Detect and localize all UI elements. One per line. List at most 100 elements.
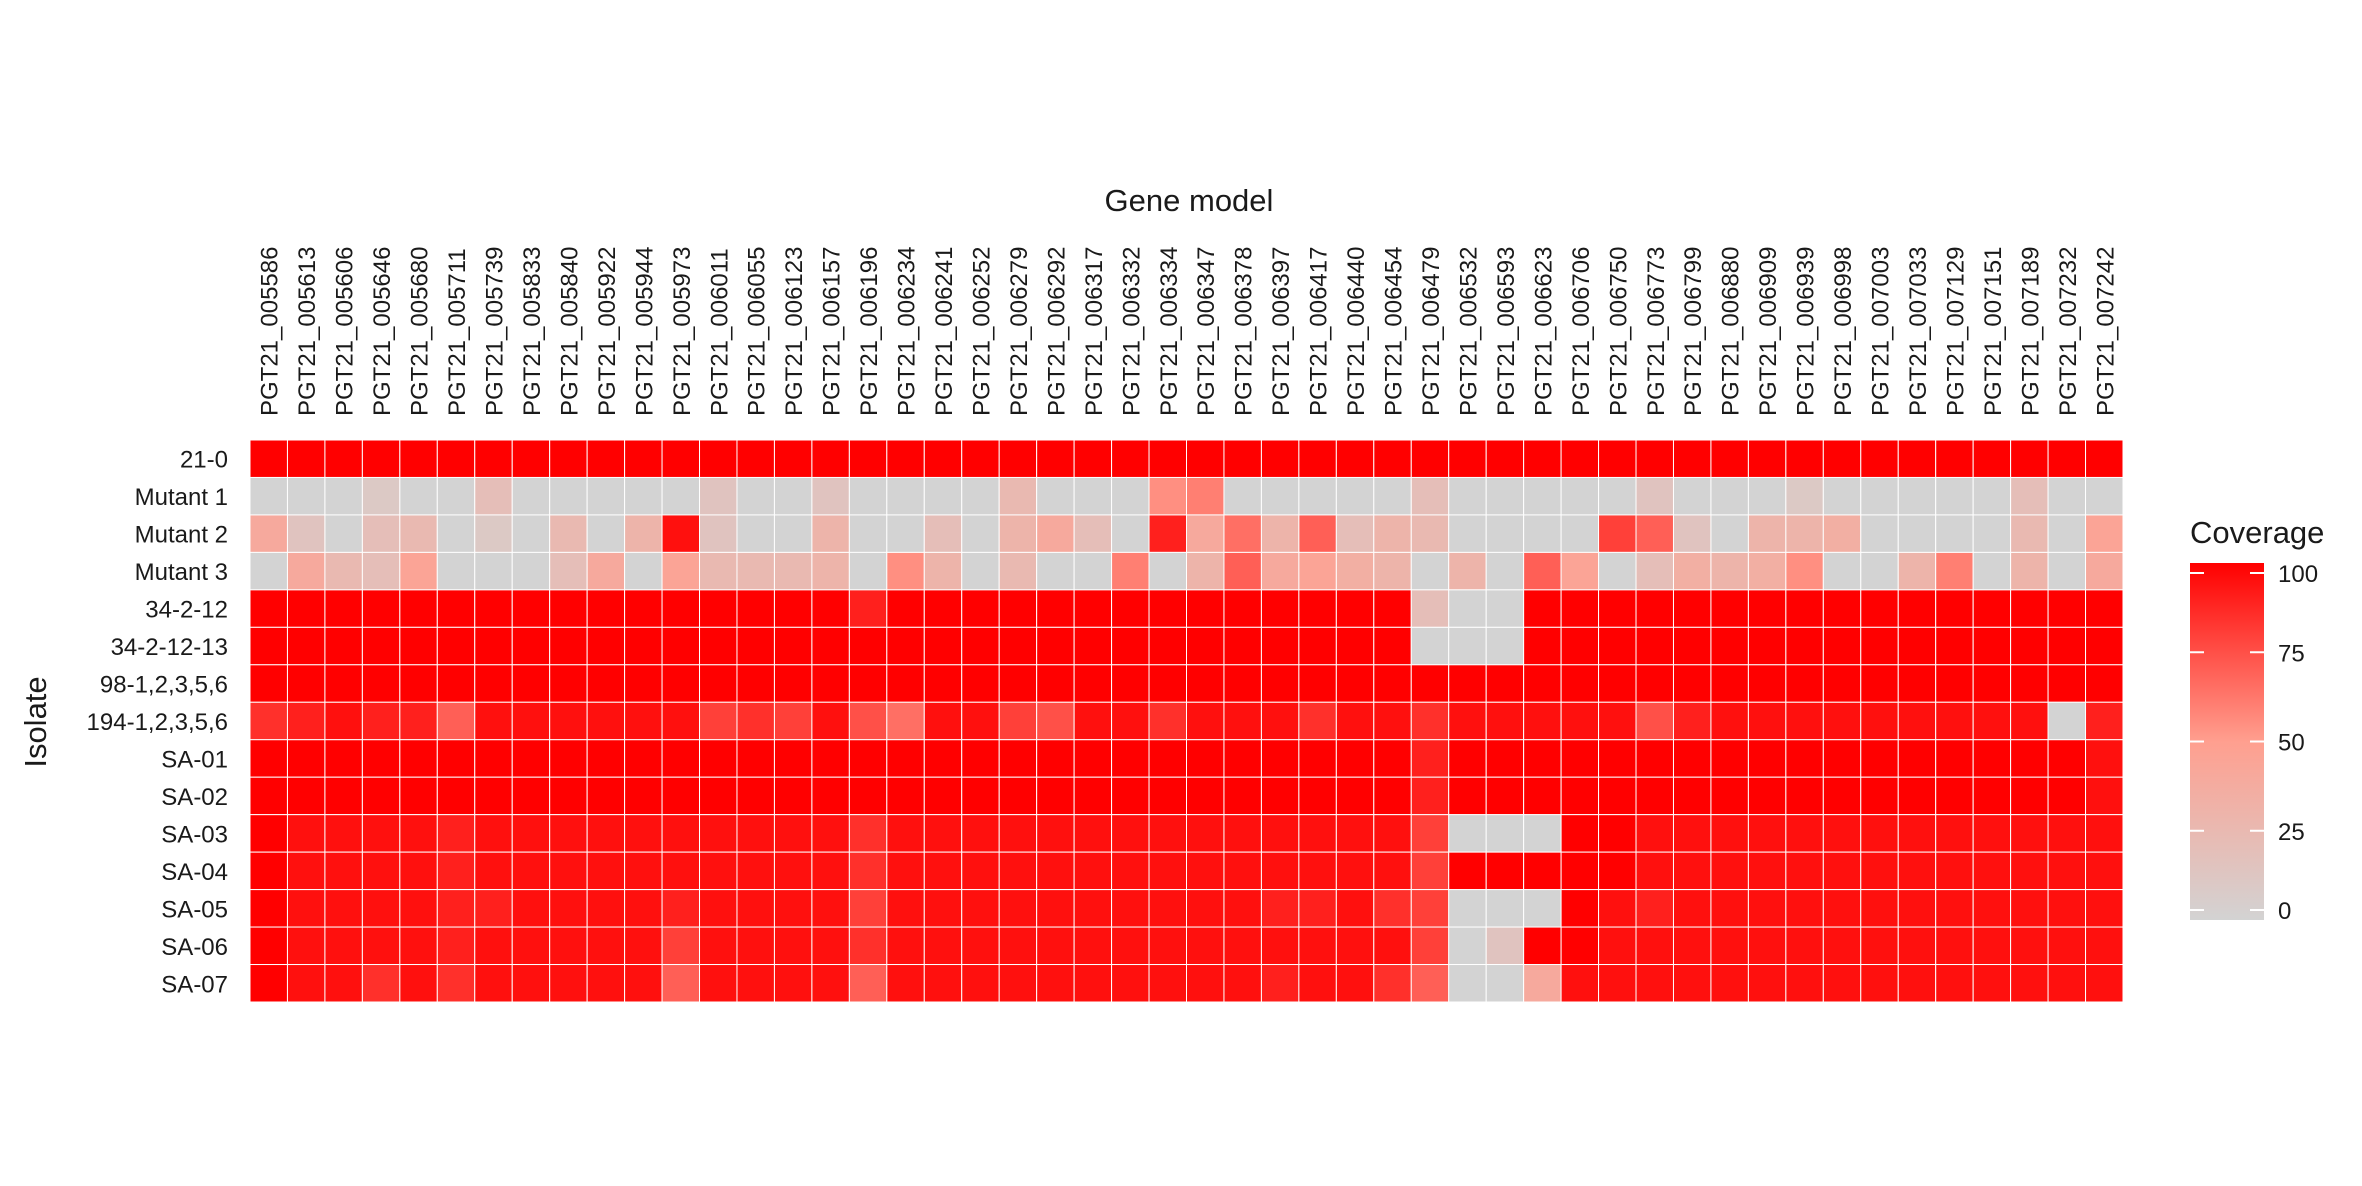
- heatmap-cell: [361, 964, 401, 1003]
- heatmap-cell: [773, 589, 813, 628]
- heatmap-cell: [736, 889, 775, 928]
- heatmap-cell: [1036, 626, 1075, 666]
- heatmap-cell: [511, 664, 551, 703]
- heatmap-cell: [1523, 814, 1562, 853]
- heatmap-cell: [1785, 701, 1824, 741]
- row-label: Mutant 3: [135, 559, 228, 586]
- heatmap-cell: [286, 626, 326, 666]
- heatmap-cell: [1111, 964, 1150, 1003]
- heatmap-cell: [286, 964, 326, 1003]
- heatmap-cell: [361, 814, 401, 853]
- heatmap-cell: [1523, 926, 1562, 966]
- heatmap-cell: [1822, 589, 1862, 628]
- heatmap-cell: [2047, 701, 2087, 741]
- heatmap-cell: [1148, 551, 1188, 591]
- heatmap-cell: [474, 439, 513, 478]
- heatmap-cell: [1260, 551, 1300, 591]
- heatmap-cell: [1485, 926, 1525, 966]
- heatmap-cell: [1485, 776, 1525, 816]
- heatmap-cell: [699, 889, 738, 928]
- heatmap-cell: [1111, 739, 1150, 778]
- heatmap-cell: [886, 476, 925, 516]
- column-label: PGT21_006347: [1193, 247, 1220, 416]
- heatmap-cell: [2010, 889, 2049, 928]
- heatmap-cell: [848, 476, 888, 516]
- heatmap-cell: [1523, 889, 1562, 928]
- heatmap-cell: [1186, 514, 1225, 553]
- heatmap-cell: [549, 664, 588, 703]
- heatmap-cell: [586, 701, 626, 741]
- heatmap-cell: [1710, 626, 1749, 666]
- heatmap-cell: [549, 776, 588, 816]
- heatmap-cell: [286, 926, 326, 966]
- heatmap-cell: [361, 664, 401, 703]
- heatmap-cell: [1111, 476, 1150, 516]
- heatmap-cell: [1635, 439, 1674, 478]
- heatmap-cell: [1448, 551, 1487, 591]
- heatmap-cell: [1036, 739, 1075, 778]
- heatmap-cell: [399, 851, 438, 891]
- heatmap-cell: [361, 551, 401, 591]
- heatmap-cell: [2085, 739, 2124, 778]
- heatmap-cell: [2010, 439, 2049, 478]
- heatmap-cell: [1186, 439, 1225, 478]
- column-label: PGT21_005840: [556, 247, 583, 416]
- heatmap-cell: [1073, 851, 1113, 891]
- row-label: SA-04: [161, 859, 228, 886]
- heatmap-cell: [1935, 851, 1974, 891]
- heatmap-cell: [1860, 776, 1899, 816]
- heatmap-cell: [286, 739, 326, 778]
- heatmap-cell: [1897, 476, 1937, 516]
- heatmap-cell: [1860, 701, 1899, 741]
- heatmap-cell: [886, 776, 925, 816]
- heatmap-cell: [661, 551, 701, 591]
- heatmap-cell: [923, 664, 963, 703]
- heatmap-cell: [1710, 476, 1749, 516]
- heatmap-cell: [1073, 964, 1113, 1003]
- heatmap-cell: [2047, 776, 2087, 816]
- heatmap-cell: [549, 439, 588, 478]
- heatmap-cell: [1635, 889, 1674, 928]
- heatmap-cell: [1373, 776, 1412, 816]
- heatmap-cell: [1148, 626, 1188, 666]
- heatmap-cell: [1822, 664, 1862, 703]
- heatmap-cell: [1036, 664, 1075, 703]
- heatmap-cell: [1523, 626, 1562, 666]
- heatmap-cell: [1672, 514, 1712, 553]
- heatmap-cell: [249, 589, 288, 628]
- heatmap-cell: [586, 776, 626, 816]
- heatmap-cell: [249, 701, 288, 741]
- heatmap-cell: [961, 814, 1000, 853]
- heatmap-cell: [2047, 926, 2087, 966]
- heatmap-cell: [2047, 589, 2087, 628]
- heatmap-cell: [1448, 439, 1487, 478]
- heatmap-cell: [1148, 851, 1188, 891]
- heatmap-cell: [773, 739, 813, 778]
- heatmap-cell: [1672, 476, 1712, 516]
- heatmap-cell: [1635, 476, 1674, 516]
- heatmap-cell: [1972, 701, 2012, 741]
- heatmap-cell: [1785, 739, 1824, 778]
- heatmap-cell: [1598, 664, 1637, 703]
- column-label: PGT21_006241: [931, 247, 958, 416]
- heatmap-cell: [399, 439, 438, 478]
- heatmap-cell: [1448, 739, 1487, 778]
- heatmap-cell: [1448, 889, 1487, 928]
- column-label: PGT21_007003: [1868, 247, 1895, 416]
- heatmap-cell: [1860, 814, 1899, 853]
- row-label: SA-05: [161, 896, 228, 923]
- heatmap-cell: [699, 964, 738, 1003]
- row-label: SA-01: [161, 746, 228, 773]
- heatmap-cell: [1672, 851, 1712, 891]
- heatmap-cell: [549, 889, 588, 928]
- heatmap-cell: [1560, 739, 1600, 778]
- legend-tick-label: 50: [2278, 730, 2305, 757]
- heatmap-cell: [1822, 514, 1862, 553]
- row-labels: 21-0 Mutant 1 Mutant 2 Mutant 3 34-2-12 34-2-…: [87, 447, 228, 999]
- column-label: PGT21_006234: [894, 247, 921, 416]
- heatmap-cell: [1710, 926, 1749, 966]
- heatmap-cell: [811, 701, 850, 741]
- heatmap-cell: [1373, 551, 1412, 591]
- heatmap-cell: [1785, 776, 1824, 816]
- heatmap-cell: [2047, 626, 2087, 666]
